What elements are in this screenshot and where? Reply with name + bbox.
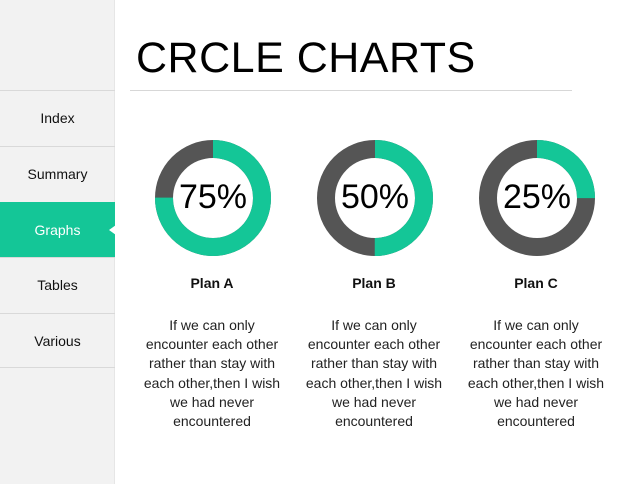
plan-description: If we can only encounter each other rath… (467, 317, 605, 430)
plan-card-c: 25% Plan C If we can only encounter each… (461, 139, 611, 459)
sidebar-item-label: Summary (27, 166, 88, 182)
plan-card-b: 50% Plan B If we can only encounter each… (299, 139, 449, 459)
page-title: CRCLE CHARTS (136, 34, 476, 82)
sidebar-item-index[interactable]: Index (0, 90, 115, 145)
percent-label: 25% (502, 178, 572, 216)
sidebar-item-graphs[interactable]: Graphs (0, 202, 116, 257)
title-divider (130, 90, 572, 91)
sidebar-item-summary[interactable]: Summary (0, 146, 115, 201)
plan-description: If we can only encounter each other rath… (143, 317, 281, 430)
donut-chart-svg (155, 140, 271, 256)
donut-ring-progress (479, 140, 595, 256)
donut-ring-progress (155, 140, 271, 256)
plan-title: Plan A (190, 275, 234, 291)
plan-title: Plan B (352, 275, 396, 291)
sidebar-item-label: Various (34, 332, 81, 349)
donut-chart-plan-a: 75% (154, 139, 272, 257)
sidebar-item-label: Tables (37, 277, 78, 293)
donut-ring-progress (317, 140, 433, 256)
donut-chart-svg (317, 140, 433, 256)
sidebar-item-label: Graphs (34, 222, 81, 238)
donut-chart-plan-b: 50% (316, 139, 434, 257)
donut-chart-svg (479, 140, 595, 256)
percent-label: 75% (178, 178, 248, 216)
donut-chart-plan-c: 25% (478, 139, 596, 257)
sidebar-item-various[interactable]: Various (0, 313, 115, 368)
plan-description: If we can only encounter each other rath… (305, 317, 443, 430)
percent-label: 50% (340, 178, 410, 216)
chevron-left-icon (109, 225, 116, 235)
sidebar-item-tables[interactable]: Tables (0, 257, 115, 312)
sidebar: Index Summary Graphs Tables Various (0, 0, 116, 484)
plan-title: Plan C (514, 275, 558, 291)
sidebar-item-label: Index (40, 110, 75, 126)
plan-card-a: 75% Plan A If we can only encounter each… (137, 139, 287, 459)
